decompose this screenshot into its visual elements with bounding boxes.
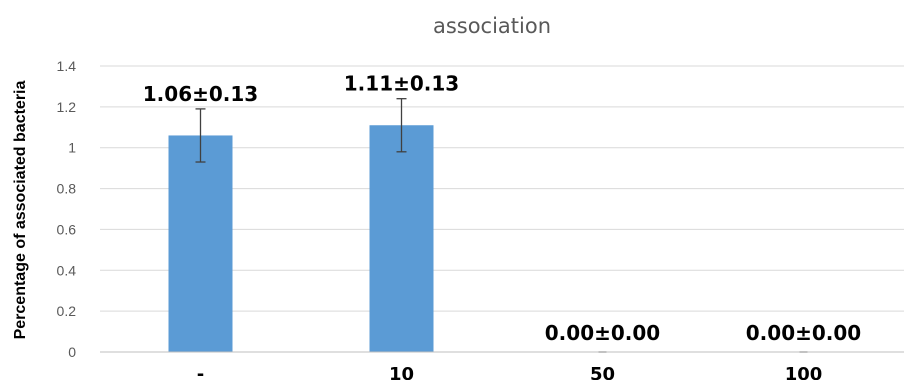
data-label: 0.00±0.00 bbox=[545, 321, 660, 345]
y-tick-label: 0 bbox=[68, 344, 76, 360]
y-tick-label: 1.4 bbox=[57, 58, 77, 74]
y-tick-label: 0.4 bbox=[57, 262, 77, 278]
data-label: 0.00±0.00 bbox=[746, 321, 861, 345]
x-tick-label: 100 bbox=[785, 364, 823, 380]
error-bars bbox=[195, 98, 808, 353]
data-label: 1.11±0.13 bbox=[344, 72, 459, 96]
data-labels: 1.06±0.13 1.11±0.13 0.00±0.00 0.00±0.00 bbox=[143, 72, 861, 345]
x-axis-ticks: - 10 50 100 bbox=[197, 364, 823, 380]
bars bbox=[168, 125, 434, 352]
chart-title: association bbox=[433, 14, 551, 38]
y-axis-ticks: 0 0.2 0.4 0.6 0.8 1 1.2 1.4 bbox=[57, 58, 77, 360]
bar bbox=[369, 125, 434, 352]
x-tick-label: 10 bbox=[389, 364, 414, 380]
y-tick-label: 1 bbox=[68, 140, 76, 156]
bar bbox=[168, 135, 233, 352]
y-tick-label: 1.2 bbox=[57, 99, 77, 115]
y-tick-label: 0.6 bbox=[57, 221, 77, 237]
error-bar bbox=[396, 98, 407, 153]
error-bar bbox=[195, 108, 206, 163]
data-label: 1.06±0.13 bbox=[143, 82, 258, 106]
y-tick-label: 0.8 bbox=[57, 181, 77, 197]
y-tick-label: 0.2 bbox=[57, 303, 77, 319]
x-tick-label: - bbox=[197, 364, 204, 380]
x-tick-label: 50 bbox=[590, 364, 615, 380]
gridlines bbox=[100, 65, 904, 312]
y-axis-label: Percentage of associated bacteria bbox=[12, 81, 29, 340]
